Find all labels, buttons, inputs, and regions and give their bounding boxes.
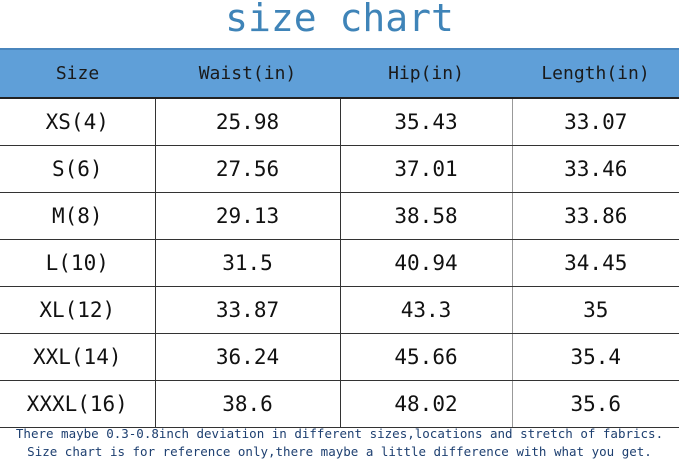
hip-cell: 37.01 <box>339 145 513 193</box>
size-cell: XXL(14) <box>0 333 156 381</box>
length-cell: 33.86 <box>511 192 679 240</box>
size-cell: XXXL(16) <box>0 380 156 428</box>
size-cell: S(6) <box>0 145 156 193</box>
header-size: Size <box>0 48 155 99</box>
waist-cell: 33.87 <box>154 286 341 334</box>
size-cell: XL(12) <box>0 286 156 334</box>
waist-cell: 31.5 <box>154 239 341 287</box>
waist-cell: 38.6 <box>154 380 341 428</box>
waist-cell: 29.13 <box>154 192 341 240</box>
header-hip: Hip(in) <box>340 48 512 99</box>
header-row: Size Waist(in) Hip(in) Length(in) <box>0 48 679 99</box>
table-row: S(6) 27.56 37.01 33.46 <box>0 145 679 193</box>
size-cell: M(8) <box>0 192 156 240</box>
waist-cell: 36.24 <box>154 333 341 381</box>
size-cell: XS(4) <box>0 97 156 146</box>
waist-cell: 27.56 <box>154 145 341 193</box>
hip-cell: 43.3 <box>339 286 513 334</box>
length-cell: 34.45 <box>511 239 679 287</box>
table-row: XXXL(16) 38.6 48.02 35.6 <box>0 380 679 428</box>
length-cell: 35.6 <box>511 380 679 428</box>
waist-cell: 25.98 <box>154 97 341 146</box>
table-row: L(10) 31.5 40.94 34.45 <box>0 239 679 287</box>
note-line-1: There maybe 0.3-0.8inch deviation in dif… <box>15 426 664 441</box>
hip-cell: 38.58 <box>339 192 513 240</box>
length-cell: 35 <box>511 286 679 334</box>
length-cell: 33.07 <box>511 97 679 146</box>
disclaimer-note: There maybe 0.3-0.8inch deviation in dif… <box>0 425 679 461</box>
hip-cell: 40.94 <box>339 239 513 287</box>
size-table: Size Waist(in) Hip(in) Length(in) XS(4) 2… <box>0 48 679 428</box>
size-cell: L(10) <box>0 239 156 287</box>
table-row: XS(4) 25.98 35.43 33.07 <box>0 97 679 146</box>
header-waist: Waist(in) <box>155 48 340 99</box>
table-row: M(8) 29.13 38.58 33.86 <box>0 192 679 240</box>
length-cell: 33.46 <box>511 145 679 193</box>
hip-cell: 45.66 <box>339 333 513 381</box>
header-length: Length(in) <box>512 48 679 99</box>
length-cell: 35.4 <box>511 333 679 381</box>
table-row: XL(12) 33.87 43.3 35 <box>0 286 679 334</box>
table-row: XXL(14) 36.24 45.66 35.4 <box>0 333 679 381</box>
hip-cell: 48.02 <box>339 380 513 428</box>
note-line-2: Size chart is for reference only,there m… <box>27 444 652 459</box>
hip-cell: 35.43 <box>339 97 513 146</box>
chart-title: size chart <box>225 0 454 40</box>
